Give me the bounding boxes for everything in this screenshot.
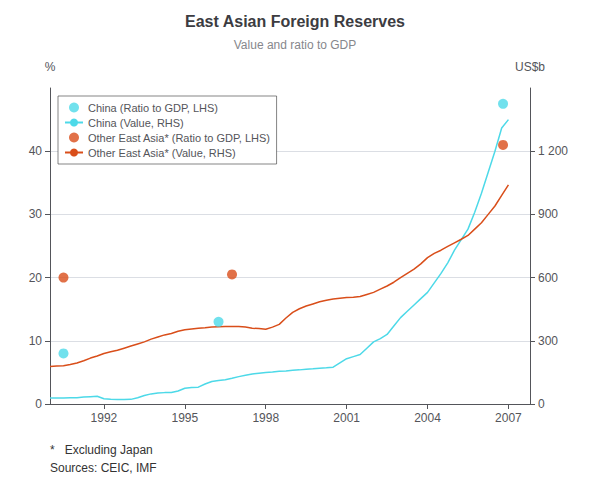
svg-text:2004: 2004 bbox=[414, 411, 441, 425]
svg-text:Sources: CEIC, IMF: Sources: CEIC, IMF bbox=[50, 461, 157, 475]
svg-text:Other East Asia* (Ratio to GDP: Other East Asia* (Ratio to GDP, LHS) bbox=[88, 132, 270, 144]
svg-text:0: 0 bbox=[35, 397, 42, 411]
svg-text:East Asian Foreign Reserves: East Asian Foreign Reserves bbox=[185, 13, 405, 30]
svg-text:300: 300 bbox=[538, 334, 558, 348]
svg-text:* Excluding Japan: * Excluding Japan bbox=[50, 443, 153, 457]
svg-text:Other East Asia* (Value, RHS): Other East Asia* (Value, RHS) bbox=[88, 147, 236, 159]
svg-text:Value and ratio to GDP: Value and ratio to GDP bbox=[234, 38, 357, 52]
svg-text:40: 40 bbox=[29, 144, 43, 158]
svg-text:900: 900 bbox=[538, 207, 558, 221]
svg-text:2007: 2007 bbox=[495, 411, 522, 425]
svg-text:1998: 1998 bbox=[252, 411, 279, 425]
svg-text:2001: 2001 bbox=[333, 411, 360, 425]
svg-text:1 200: 1 200 bbox=[538, 144, 568, 158]
svg-text:10: 10 bbox=[29, 334, 43, 348]
svg-text:20: 20 bbox=[29, 271, 43, 285]
svg-text:0: 0 bbox=[538, 397, 545, 411]
svg-text:1995: 1995 bbox=[171, 411, 198, 425]
svg-text:1992: 1992 bbox=[91, 411, 118, 425]
svg-text:US$b: US$b bbox=[515, 60, 545, 74]
svg-text:30: 30 bbox=[29, 207, 43, 221]
svg-text:600: 600 bbox=[538, 271, 558, 285]
svg-text:China (Ratio to GDP, LHS): China (Ratio to GDP, LHS) bbox=[88, 102, 218, 114]
svg-text:China (Value, RHS): China (Value, RHS) bbox=[88, 117, 184, 129]
svg-text:%: % bbox=[45, 60, 56, 74]
